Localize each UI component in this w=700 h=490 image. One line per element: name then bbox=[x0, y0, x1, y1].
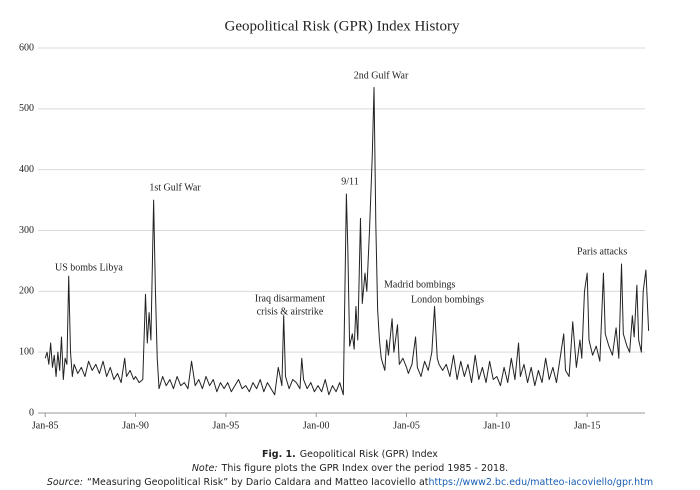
caption: Fig. 1. Geopolitical Risk (GPR) Index Not… bbox=[0, 448, 700, 490]
note-text: This figure plots the GPR Index over the… bbox=[221, 463, 509, 474]
y-tick-label: 300 bbox=[19, 225, 34, 236]
y-tick-label: 100 bbox=[19, 346, 34, 357]
caption-line: Source: “Measuring Geopolitical Risk” by … bbox=[0, 476, 700, 490]
x-tick-label: Jan-15 bbox=[574, 420, 601, 431]
caption-line: Note: This figure plots the GPR Index ove… bbox=[0, 462, 700, 476]
annotation: Madrid bombings bbox=[384, 279, 455, 290]
source-text: “Measuring Geopolitical Risk” by Dario C… bbox=[86, 477, 429, 488]
chart: Geopolitical Risk (GPR) Index History US… bbox=[19, 18, 650, 431]
fig-title: Geopolitical Risk (GPR) Index bbox=[299, 449, 438, 460]
x-tick-label: Jan-05 bbox=[393, 420, 420, 431]
x-tick-label: Jan-85 bbox=[32, 420, 59, 431]
source-label: Source: bbox=[46, 477, 83, 488]
x-tick-label: Jan-00 bbox=[303, 420, 330, 431]
y-tick-label: 0 bbox=[29, 407, 34, 418]
caption-line: Fig. 1. Geopolitical Risk (GPR) Index bbox=[0, 448, 700, 462]
x-tick-label: Jan-90 bbox=[122, 420, 149, 431]
source-link[interactable]: https://www2.bc.edu/matteo-iacoviello/gp… bbox=[428, 477, 654, 488]
annotation: 2nd Gulf War bbox=[354, 70, 409, 81]
annotation: Iraq disarmament bbox=[255, 293, 325, 304]
annotation: crisis & airstrike bbox=[257, 306, 324, 317]
y-tick-label: 600 bbox=[19, 42, 34, 53]
y-tick-label: 400 bbox=[19, 164, 34, 175]
annotation: Paris attacks bbox=[577, 246, 627, 257]
fig-label: Fig. 1. bbox=[262, 449, 296, 460]
annotation: 1st Gulf War bbox=[149, 182, 201, 193]
y-tick-label: 500 bbox=[19, 103, 34, 114]
annotation: 9/11 bbox=[341, 176, 358, 187]
x-tick-label: Jan-95 bbox=[213, 420, 240, 431]
note-label: Note: bbox=[191, 463, 218, 474]
chart-title: Geopolitical Risk (GPR) Index History bbox=[225, 18, 460, 34]
y-tick-label: 200 bbox=[19, 286, 34, 297]
annotation: US bombs Libya bbox=[55, 262, 123, 273]
x-tick-label: Jan-10 bbox=[484, 420, 511, 431]
annotation: London bombings bbox=[411, 294, 484, 305]
gpr-line bbox=[44, 87, 650, 396]
